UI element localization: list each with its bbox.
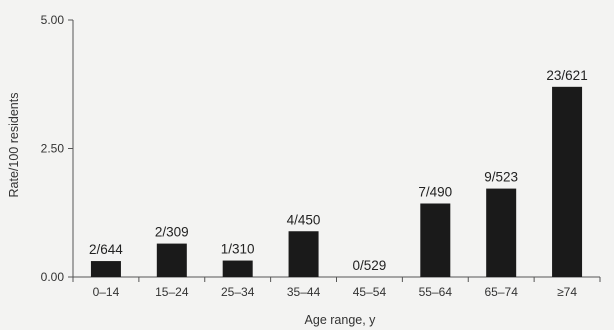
x-tick-label: 0–14: [93, 285, 120, 299]
bar: [90, 261, 121, 277]
x-tick-label: 15–24: [155, 285, 189, 299]
data-label: 4/450: [287, 212, 321, 227]
plot-area: 0.00 2.50 5.00 0–14 2/644 15–24 2/309 25–34 1/31…: [41, 13, 601, 299]
x-tick-label: ≥74: [557, 285, 577, 299]
bar: [420, 203, 451, 277]
data-label: 2/644: [89, 242, 123, 257]
bar: [486, 188, 517, 277]
x-tick-label: 45–54: [353, 285, 387, 299]
x-tick-label: 35–44: [287, 285, 321, 299]
bar: [552, 86, 583, 277]
data-label: 23/621: [546, 68, 587, 83]
data-label: 1/310: [221, 242, 255, 257]
x-tick-label: 55–64: [419, 285, 453, 299]
y-tick-label: 0.00: [41, 270, 65, 284]
bar: [288, 231, 319, 277]
bar: [156, 243, 187, 277]
x-axis-title: Age range, y: [305, 313, 377, 327]
data-label: 9/523: [484, 170, 518, 185]
data-label: 2/309: [155, 225, 189, 240]
x-tick-label: 25–34: [221, 285, 255, 299]
data-label: 0/529: [353, 258, 387, 273]
bar: [222, 260, 253, 277]
y-tick-label: 5.00: [41, 13, 65, 27]
y-axis-title: Rate/100 residents: [7, 93, 21, 198]
y-tick-label: 2.50: [41, 142, 65, 156]
x-tick-label: 65–74: [485, 285, 519, 299]
data-label: 7/490: [418, 184, 452, 199]
